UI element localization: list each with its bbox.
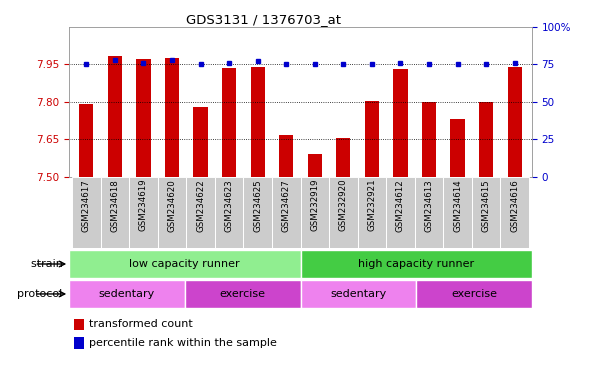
Bar (300, 250, 532, 278)
Bar (300, 177, 329, 248)
Bar (215, 177, 243, 248)
Bar (243, 177, 272, 248)
Bar (472, 177, 501, 248)
Bar (108, 56, 122, 177)
Text: exercise: exercise (451, 289, 497, 299)
Text: GSM234619: GSM234619 (139, 179, 148, 232)
Text: GSM234617: GSM234617 (82, 179, 91, 232)
Text: GSM234620: GSM234620 (168, 179, 177, 232)
Text: GSM232921: GSM232921 (367, 179, 376, 232)
Bar (69, 280, 185, 308)
Text: GSM234618: GSM234618 (111, 179, 120, 232)
Bar (100, 177, 129, 248)
Bar (165, 58, 179, 177)
Bar (251, 67, 265, 177)
Text: GSM234612: GSM234612 (396, 179, 405, 232)
Bar (272, 177, 300, 248)
Bar (386, 177, 415, 248)
Bar (79, 104, 93, 177)
Bar (336, 138, 350, 177)
Bar (329, 177, 358, 248)
Text: GSM234615: GSM234615 (481, 179, 490, 232)
Bar (157, 177, 186, 248)
Bar (444, 177, 472, 248)
Text: GSM234622: GSM234622 (196, 179, 205, 232)
Text: high capacity runner: high capacity runner (358, 259, 474, 269)
Text: strain: strain (31, 259, 66, 269)
Text: GSM234627: GSM234627 (282, 179, 291, 232)
Text: sedentary: sedentary (330, 289, 386, 299)
Bar (129, 177, 157, 248)
Bar (393, 69, 407, 177)
Text: GSM234613: GSM234613 (424, 179, 433, 232)
Bar (186, 177, 215, 248)
Bar (222, 68, 236, 177)
Bar (308, 154, 322, 177)
Text: transformed count: transformed count (90, 319, 194, 329)
Text: GSM232920: GSM232920 (339, 179, 348, 232)
Text: GSM234614: GSM234614 (453, 179, 462, 232)
Bar (358, 177, 386, 248)
Bar (72, 177, 100, 248)
Text: GSM234616: GSM234616 (510, 179, 519, 232)
Bar (451, 119, 465, 177)
Bar (69, 250, 300, 278)
Text: low capacity runner: low capacity runner (129, 259, 240, 269)
Text: sedentary: sedentary (99, 289, 155, 299)
Title: GDS3131 / 1376703_at: GDS3131 / 1376703_at (186, 13, 341, 26)
Bar (74, 319, 84, 330)
Bar (194, 107, 208, 177)
Bar (279, 136, 293, 177)
Text: GSM234625: GSM234625 (253, 179, 262, 232)
Bar (74, 337, 84, 349)
Bar (365, 101, 379, 177)
Bar (136, 59, 150, 177)
Text: exercise: exercise (219, 289, 266, 299)
Bar (422, 102, 436, 177)
Bar (300, 280, 416, 308)
Text: percentile rank within the sample: percentile rank within the sample (90, 338, 277, 348)
Text: GSM234623: GSM234623 (225, 179, 234, 232)
Bar (508, 67, 522, 177)
Text: GSM232919: GSM232919 (310, 179, 319, 231)
Bar (185, 280, 300, 308)
Text: protocol: protocol (17, 289, 66, 299)
Bar (479, 102, 493, 177)
Bar (415, 177, 444, 248)
Bar (416, 280, 532, 308)
Bar (501, 177, 529, 248)
